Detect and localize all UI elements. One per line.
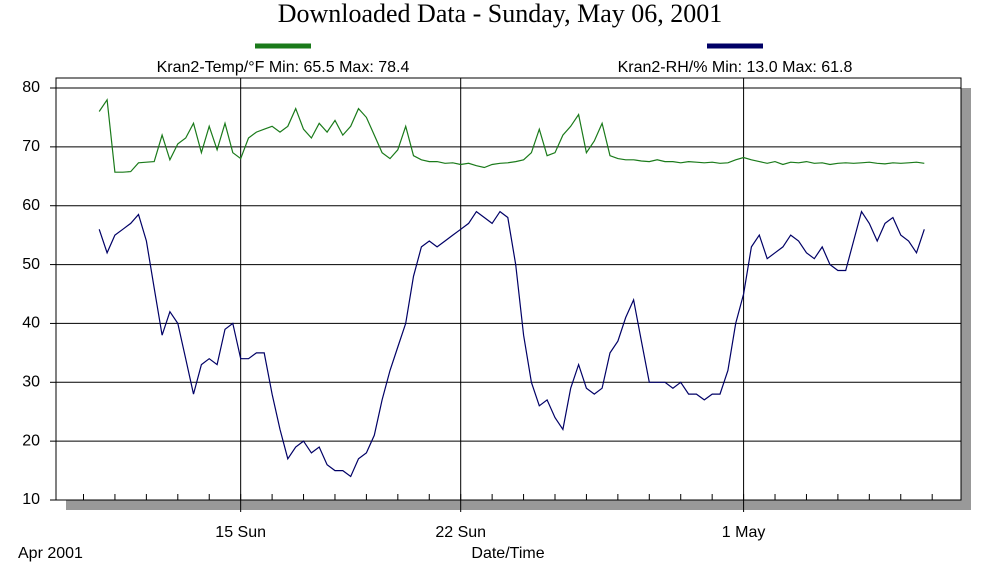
legend-label: Kran2-Temp/°F Min: 65.5 Max: 78.4 — [157, 59, 410, 76]
plot-area — [55, 77, 962, 501]
x-axis-label: Date/Time — [471, 545, 544, 562]
x-tick-label: 22 Sun — [435, 524, 486, 541]
y-tick-label: 30 — [22, 374, 40, 391]
series-line — [98, 210, 925, 478]
y-tick-label: 80 — [22, 79, 40, 96]
corner-label: Apr 2001 — [18, 545, 83, 562]
y-tick-label: 50 — [22, 256, 40, 273]
x-tick-label: 1 May — [722, 524, 766, 541]
y-tick-label: 60 — [22, 197, 40, 214]
legend-label: Kran2-RH/% Min: 13.0 Max: 61.8 — [618, 59, 853, 76]
y-tick-label: 10 — [22, 491, 40, 508]
y-tick-label: 40 — [22, 315, 40, 332]
x-tick-label: 15 Sun — [215, 524, 266, 541]
y-tick-label: 70 — [22, 138, 40, 155]
y-tick-label: 20 — [22, 432, 40, 449]
chart-title: Downloaded Data - Sunday, May 06, 2001 — [278, 0, 723, 28]
series-line — [98, 98, 925, 173]
